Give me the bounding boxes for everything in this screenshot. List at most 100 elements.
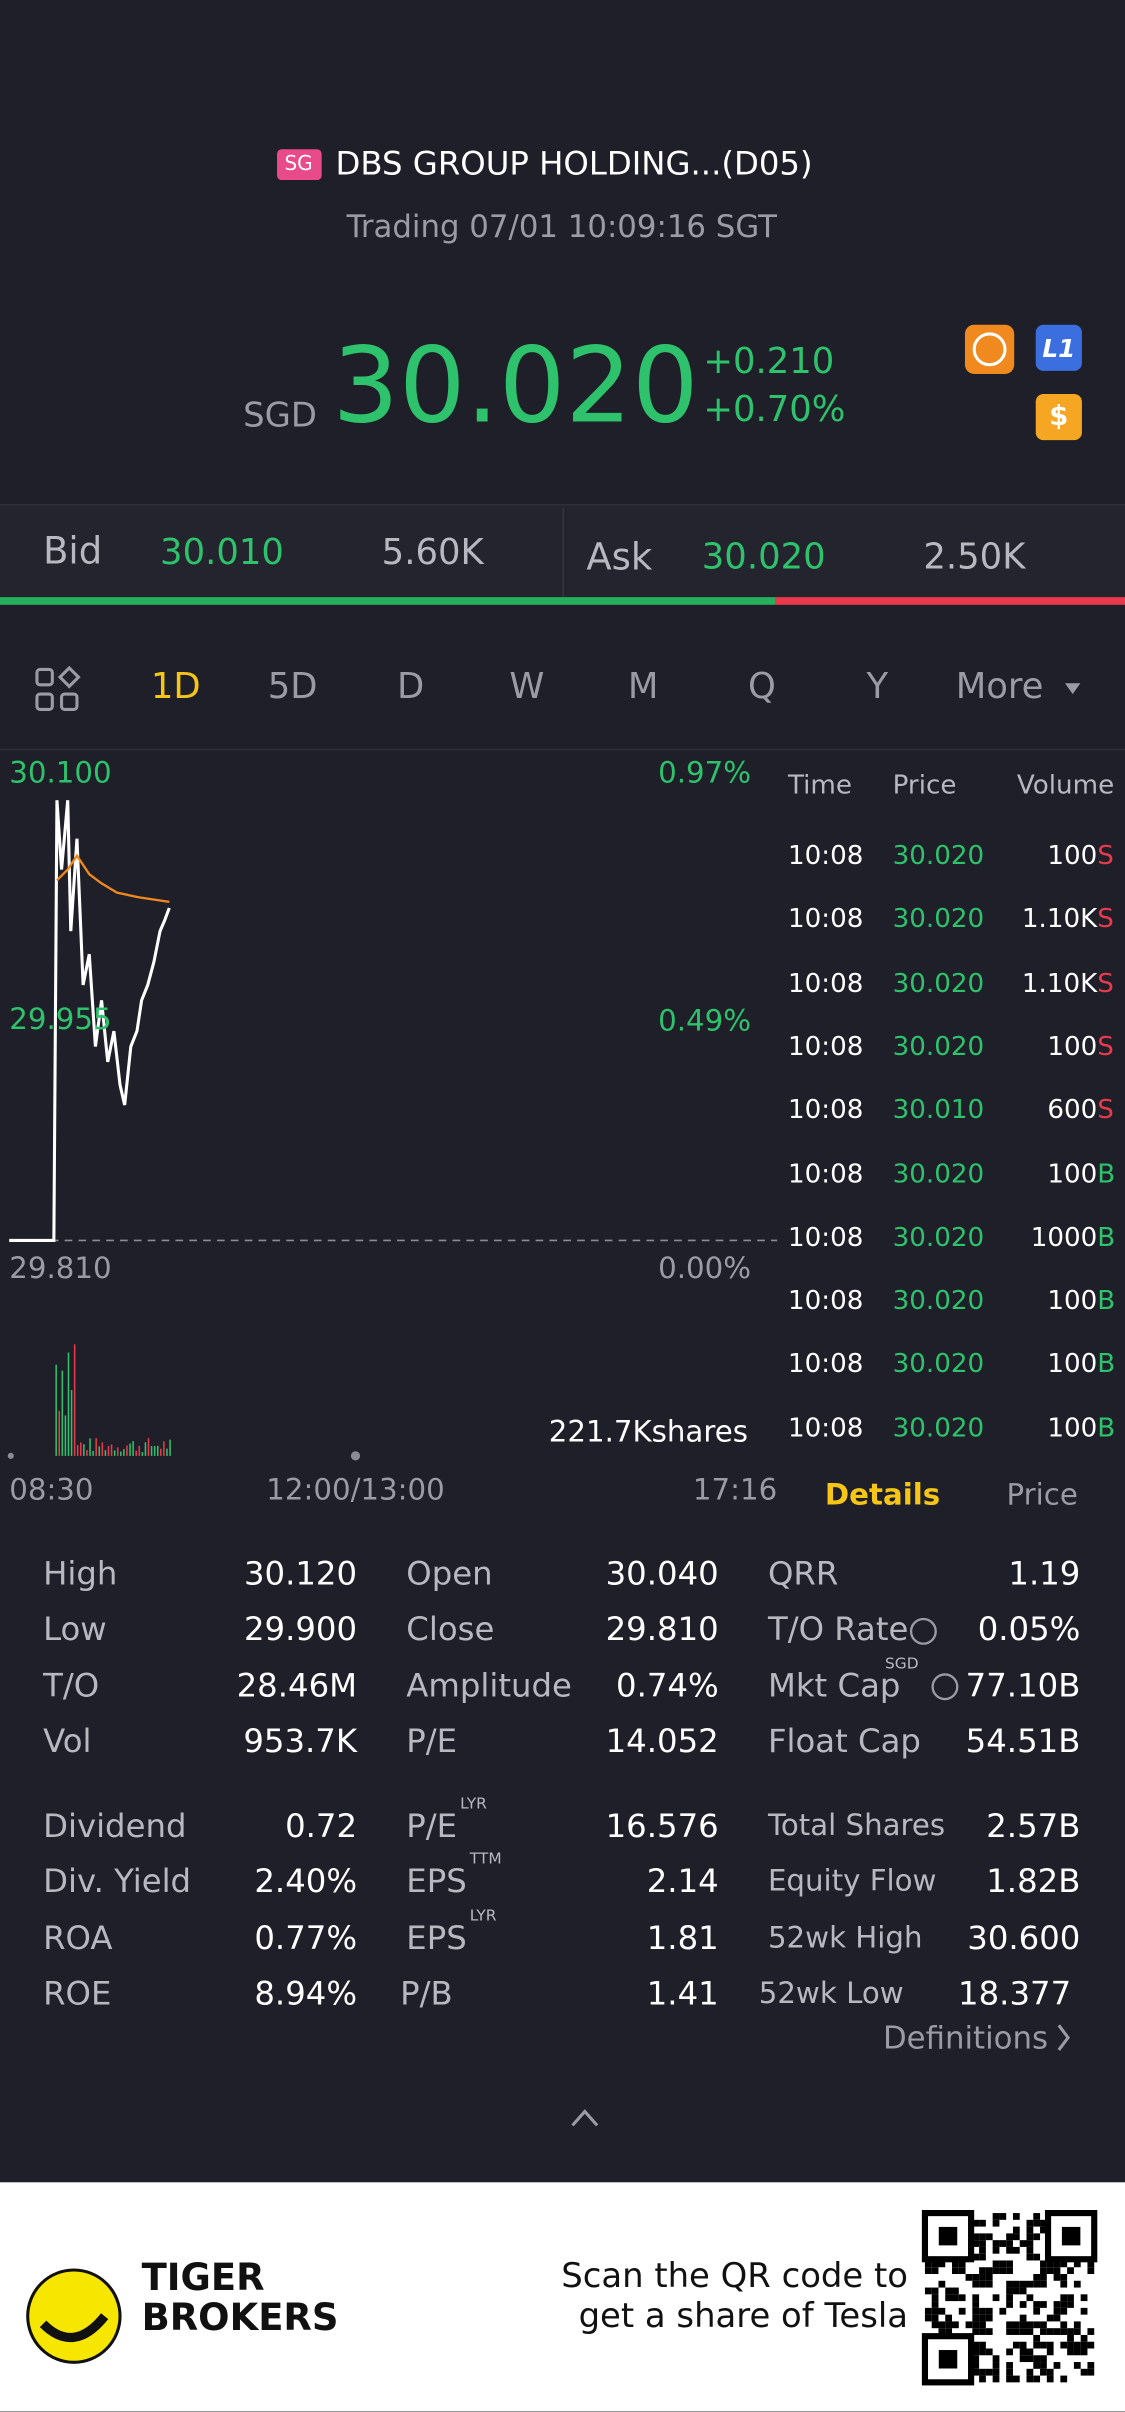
shape (972, 2240, 980, 2247)
shape (972, 2328, 980, 2335)
shape (1080, 2368, 1088, 2376)
shape (972, 2368, 980, 2376)
shape (1073, 2341, 1081, 2349)
shape (1033, 2280, 1041, 2288)
stat-value: 2.57B (986, 1807, 1081, 1845)
shape (938, 2307, 946, 2315)
stat-label: T/O (43, 1667, 100, 1705)
trade-volume: 600 (1047, 1095, 1098, 1127)
shape (1053, 2314, 1061, 2322)
shape (972, 2253, 980, 2261)
shape (979, 2321, 986, 2329)
trade-volume: 1000 (1030, 1222, 1098, 1254)
icon (972, 332, 1007, 367)
info-icon[interactable] (909, 1617, 937, 1645)
shape (1026, 2368, 1034, 2376)
stat-label: P/E (406, 1807, 458, 1845)
trade-side: B (1097, 1158, 1116, 1190)
shape (141, 1452, 144, 1456)
stat-value: 0.74% (616, 1667, 719, 1705)
shape (1067, 2334, 1074, 2342)
shape (1087, 2328, 1095, 2335)
trade-volume: 100 (1047, 1031, 1098, 1063)
trade-time: 10:08 (787, 904, 864, 936)
stat-value: 14.052 (605, 1722, 719, 1760)
stat-value: 1.82B (986, 1862, 1081, 1900)
icon (964, 324, 1015, 374)
shape (952, 2287, 959, 2295)
shape (104, 1450, 107, 1456)
shape (992, 2375, 1000, 2383)
period-tab[interactable]: More (955, 667, 1044, 708)
info-icon[interactable] (931, 1673, 959, 1701)
period-tab[interactable]: 5D (267, 667, 318, 708)
stat-label: Vol (43, 1722, 92, 1760)
shape (924, 2287, 932, 2295)
shape (1006, 2260, 1013, 2268)
shape (76, 1445, 79, 1456)
shape (1040, 2341, 1047, 2349)
period-tab[interactable]: 1D (150, 667, 201, 708)
shape (67, 1352, 70, 1456)
trade-price: 30.020 (892, 1158, 985, 1190)
shape (73, 1344, 76, 1456)
shape (1040, 2328, 1047, 2335)
trade-price: 30.020 (892, 1349, 985, 1381)
bid-size: 5.60K (381, 533, 484, 574)
collapse-caret[interactable] (571, 2109, 599, 2127)
shape (1006, 2240, 1013, 2247)
bid-label: Bid (43, 529, 103, 573)
shape (985, 2328, 993, 2335)
period-tab[interactable]: Y (866, 667, 889, 708)
shape (1073, 2280, 1081, 2288)
period-tab[interactable]: M (627, 667, 659, 708)
shape (1019, 2280, 1027, 2288)
shape (1080, 2348, 1088, 2356)
stat-label: EPS (406, 1862, 467, 1900)
period-tab[interactable]: Q (747, 667, 776, 708)
logo (39, 2313, 109, 2343)
stat-value: 1.41 (646, 1975, 719, 2013)
shape (972, 2274, 980, 2281)
trade-time: 10:08 (787, 1031, 864, 1063)
currency-icon: $ (1049, 400, 1069, 433)
trade-price: 30.020 (892, 841, 985, 872)
shape (1019, 2348, 1027, 2356)
shape (1073, 2348, 1081, 2356)
stat-value: 953.7K (243, 1722, 358, 1760)
shape (1053, 2307, 1061, 2315)
shape (979, 2274, 986, 2281)
shape (1053, 2362, 1061, 2369)
shape (1067, 2301, 1074, 2308)
grid-icon[interactable] (35, 665, 81, 712)
details-tab[interactable]: Details (824, 1478, 941, 1513)
shape (992, 2240, 1000, 2247)
shape (972, 2301, 980, 2308)
definitions-link[interactable]: Definitions (882, 2019, 1049, 2057)
shape (1006, 2375, 1013, 2383)
details-tab[interactable]: Price (1006, 1478, 1078, 1513)
shape (924, 2307, 932, 2315)
shape (972, 2362, 980, 2369)
shape (938, 2280, 946, 2288)
shape (952, 2260, 959, 2268)
shape (965, 2274, 973, 2281)
avg-line (56, 853, 170, 903)
shape (1040, 2362, 1047, 2369)
shape (985, 2280, 993, 2288)
shape (1060, 2341, 1068, 2349)
stat-label: P/E (406, 1722, 458, 1760)
trade-side: S (1097, 1095, 1114, 1127)
shape (979, 2348, 986, 2356)
shape (1019, 2341, 1027, 2349)
stat-value: 0.77% (254, 1919, 358, 1957)
shape (999, 2267, 1007, 2275)
change-pct: +0.70% (703, 390, 846, 431)
shape (938, 2226, 958, 2246)
period-tab[interactable]: W (509, 667, 545, 708)
period-tab[interactable]: D (397, 667, 425, 708)
market-badge-text: SG (284, 153, 313, 177)
trading-status: Trading 07/01 10:09:16 SGT (346, 207, 777, 245)
shape (1061, 2226, 1081, 2246)
shape (931, 2321, 939, 2329)
